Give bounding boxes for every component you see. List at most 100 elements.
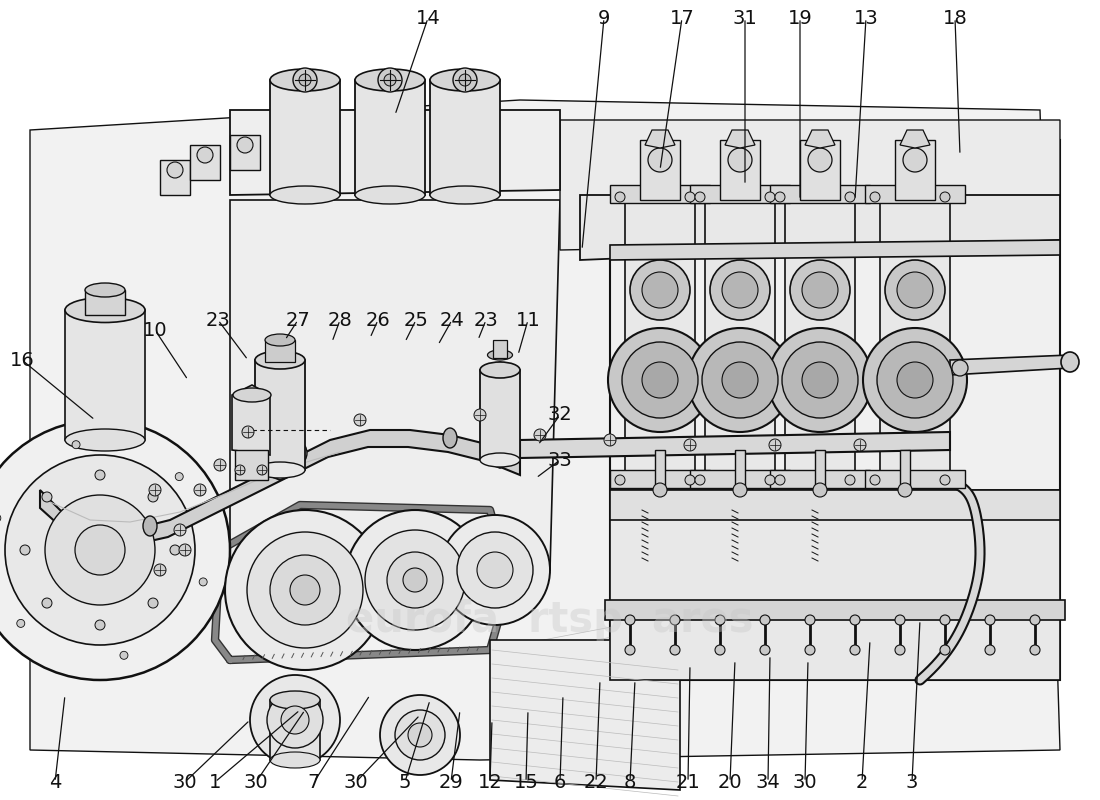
FancyBboxPatch shape [610, 185, 710, 203]
Text: 30: 30 [343, 773, 368, 791]
Circle shape [384, 74, 396, 86]
Circle shape [850, 645, 860, 655]
Text: 30: 30 [244, 773, 268, 791]
Circle shape [73, 441, 80, 449]
Text: 6: 6 [553, 773, 566, 791]
Circle shape [16, 619, 25, 627]
Circle shape [764, 192, 776, 202]
Text: 1: 1 [209, 773, 221, 791]
Circle shape [20, 545, 30, 555]
Circle shape [940, 475, 950, 485]
Circle shape [782, 342, 858, 418]
Circle shape [1030, 645, 1040, 655]
Circle shape [625, 615, 635, 625]
Polygon shape [900, 130, 930, 148]
Text: 7: 7 [308, 773, 320, 791]
Ellipse shape [270, 69, 340, 91]
Circle shape [194, 484, 206, 496]
FancyBboxPatch shape [865, 185, 965, 203]
Text: 4: 4 [48, 773, 62, 791]
Circle shape [42, 598, 52, 608]
Circle shape [148, 484, 161, 496]
Text: 2: 2 [856, 773, 868, 791]
Circle shape [267, 692, 323, 748]
Circle shape [805, 615, 815, 625]
Circle shape [722, 272, 758, 308]
Circle shape [534, 429, 546, 441]
Text: 14: 14 [416, 9, 440, 27]
Circle shape [802, 272, 838, 308]
Polygon shape [645, 130, 675, 148]
Polygon shape [610, 140, 1060, 680]
Polygon shape [480, 362, 520, 468]
Text: 33: 33 [548, 450, 572, 470]
Circle shape [120, 651, 128, 659]
Circle shape [760, 615, 770, 625]
Polygon shape [640, 140, 680, 200]
Polygon shape [705, 200, 776, 480]
Circle shape [257, 465, 267, 475]
Polygon shape [560, 120, 1060, 250]
Circle shape [1030, 615, 1040, 625]
Circle shape [805, 645, 815, 655]
Circle shape [345, 510, 485, 650]
Circle shape [886, 260, 945, 320]
Circle shape [813, 483, 827, 497]
Circle shape [648, 148, 672, 172]
Circle shape [898, 483, 912, 497]
Circle shape [95, 620, 104, 630]
Circle shape [95, 470, 104, 480]
Circle shape [148, 492, 158, 502]
Circle shape [387, 552, 443, 608]
Circle shape [248, 532, 363, 648]
Circle shape [790, 260, 850, 320]
Circle shape [174, 524, 186, 536]
Circle shape [226, 510, 385, 670]
Polygon shape [270, 700, 320, 760]
Text: 25: 25 [404, 310, 428, 330]
Polygon shape [230, 200, 560, 570]
FancyBboxPatch shape [605, 600, 1065, 620]
Polygon shape [520, 432, 950, 458]
Polygon shape [493, 340, 507, 358]
Circle shape [615, 475, 625, 485]
Circle shape [0, 420, 230, 680]
Text: 24: 24 [440, 310, 464, 330]
Polygon shape [720, 140, 760, 200]
Polygon shape [230, 135, 260, 170]
Circle shape [903, 148, 927, 172]
Circle shape [214, 459, 225, 471]
Text: 20: 20 [717, 773, 743, 791]
Circle shape [630, 260, 690, 320]
Circle shape [802, 362, 838, 398]
Circle shape [702, 342, 778, 418]
Ellipse shape [265, 334, 295, 346]
Circle shape [379, 695, 460, 775]
Text: 29: 29 [439, 773, 463, 791]
Circle shape [354, 414, 366, 426]
Circle shape [608, 328, 712, 432]
Polygon shape [160, 160, 190, 195]
Text: 32: 32 [548, 406, 572, 425]
Circle shape [621, 342, 698, 418]
Polygon shape [190, 145, 220, 180]
Circle shape [170, 545, 180, 555]
Circle shape [808, 148, 832, 172]
Circle shape [940, 192, 950, 202]
Circle shape [459, 74, 471, 86]
Circle shape [895, 645, 905, 655]
Circle shape [864, 328, 967, 432]
Ellipse shape [430, 186, 500, 204]
Circle shape [940, 645, 950, 655]
Polygon shape [735, 450, 745, 490]
Text: 8: 8 [624, 773, 636, 791]
Circle shape [984, 645, 996, 655]
Circle shape [895, 615, 905, 625]
Circle shape [710, 260, 770, 320]
Circle shape [695, 475, 705, 485]
Polygon shape [232, 385, 270, 455]
Circle shape [896, 272, 933, 308]
Polygon shape [65, 300, 145, 450]
Text: 11: 11 [516, 310, 540, 330]
Polygon shape [725, 130, 755, 148]
